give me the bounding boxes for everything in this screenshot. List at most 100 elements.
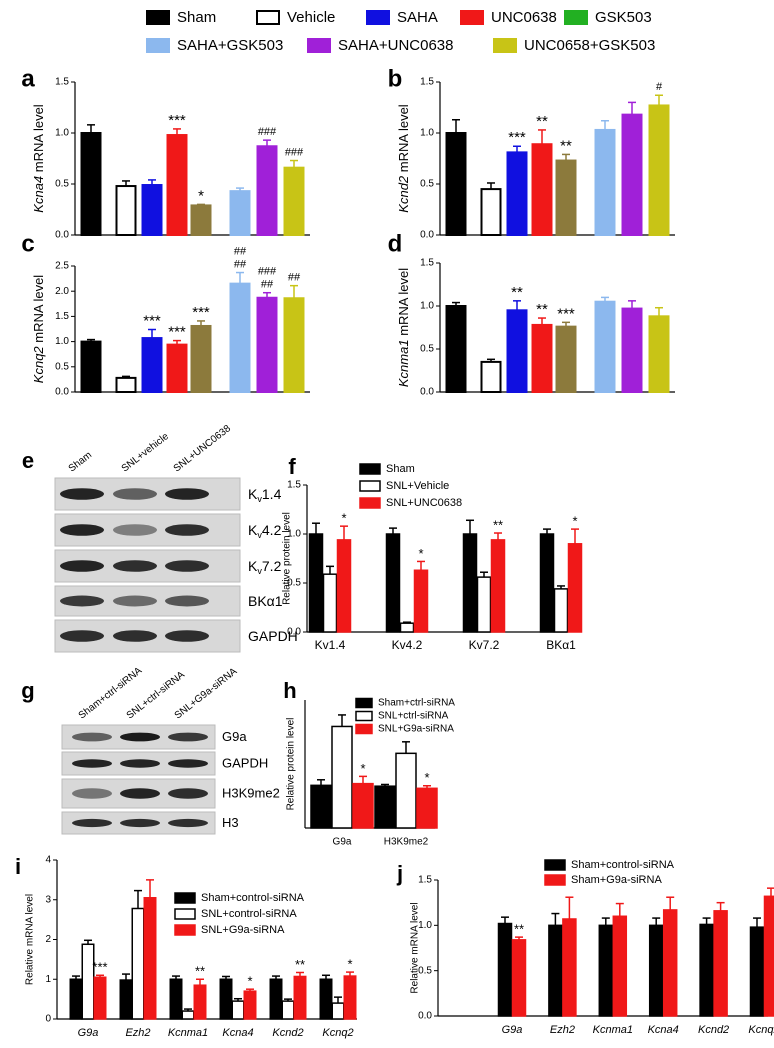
band-label: H3K9me2 <box>222 786 280 801</box>
bar <box>193 984 207 1020</box>
x-tick-label: Kv4.2 <box>392 638 423 652</box>
legend-label: GSK503 <box>595 9 652 26</box>
y-tick-label: 1.0 <box>420 128 434 139</box>
bar <box>480 188 502 237</box>
significance-label: * <box>424 770 429 785</box>
y-axis-label-rest: mRNA level <box>396 104 411 176</box>
panel-letter: g <box>21 678 34 703</box>
bar <box>169 978 183 1020</box>
bar <box>219 978 233 1020</box>
y-tick-label: 0.0 <box>420 387 434 398</box>
y-axis-label-gene: Kcnd2 <box>396 175 411 213</box>
bar <box>322 573 338 633</box>
x-tick-label: G9a <box>333 837 352 848</box>
blot-band <box>120 732 160 742</box>
legend-label: Vehicle <box>287 9 335 26</box>
x-tick-label: Kcnq2 <box>748 1024 774 1036</box>
band-label: Kv4.2 <box>248 522 282 541</box>
y-tick-label: 0.5 <box>418 965 432 976</box>
legend-swatch <box>256 10 280 25</box>
bar <box>413 569 429 633</box>
bar <box>231 1000 245 1020</box>
y-axis-label-rest: mRNA level <box>396 268 411 340</box>
y-tick-label: 4 <box>45 855 51 866</box>
y-axis-label: Kcnd2 mRNA level <box>396 104 411 213</box>
bar <box>385 533 401 633</box>
band-label: BKα1 <box>248 593 283 609</box>
x-tick-label: Kcna4 <box>648 1024 679 1036</box>
blot-band <box>168 818 208 828</box>
bar <box>539 533 555 633</box>
bar <box>283 297 305 394</box>
bar <box>256 145 278 236</box>
legend-label: Sham+G9a-siRNA <box>571 874 662 886</box>
legend-swatch <box>544 874 566 886</box>
y-axis-label: Relative protein level <box>282 512 293 605</box>
y-tick-label: 0.5 <box>55 361 69 372</box>
bar <box>763 895 774 1017</box>
bar <box>476 576 492 633</box>
blot-band <box>168 732 208 742</box>
bar <box>229 190 251 236</box>
bar <box>181 1010 195 1020</box>
significance-label: * <box>347 957 352 972</box>
panel-letter: b <box>388 65 403 92</box>
blot-band <box>165 524 209 536</box>
significance-label: *** <box>168 112 186 129</box>
bar <box>115 376 137 394</box>
y-tick-label: 1.5 <box>287 480 301 491</box>
bar <box>293 975 307 1020</box>
blot-band <box>165 595 209 607</box>
significance-label: ** <box>195 964 205 979</box>
y-axis-label: Kcnma1 mRNA level <box>396 268 411 387</box>
bar <box>336 539 352 633</box>
blot-band <box>120 788 160 799</box>
blot-band <box>60 595 104 607</box>
blot-band <box>165 560 209 572</box>
band-label-part: v <box>257 530 262 540</box>
significance-label: * <box>418 546 423 561</box>
significance-label: ** <box>295 957 305 972</box>
y-axis-label: Relative mRNA level <box>25 894 36 985</box>
bar <box>143 897 157 1020</box>
x-tick-label: Kv7.2 <box>469 638 500 652</box>
bar <box>416 787 438 829</box>
lane-label: SNL+vehicle <box>120 431 172 475</box>
bar <box>555 325 577 394</box>
legend-swatch <box>355 710 373 722</box>
bar <box>713 910 728 1017</box>
bar <box>621 307 643 393</box>
band-label-part: BKα1 <box>248 593 283 609</box>
significance-label: * <box>341 511 346 526</box>
y-axis-label-gene: Kcna4 <box>31 176 46 213</box>
x-tick-label: Kcnma1 <box>593 1024 633 1036</box>
bar <box>598 924 614 1017</box>
blot-band <box>168 759 208 768</box>
significance-label: ** <box>514 922 524 937</box>
y-tick-label: 0.5 <box>420 344 434 355</box>
bar <box>352 782 374 829</box>
bar <box>567 543 583 633</box>
blot-band <box>72 732 112 742</box>
legend-label: SAHA <box>397 9 438 26</box>
bar <box>80 132 102 236</box>
legend-label: SNL+control-siRNA <box>201 908 297 920</box>
band-label: Kv7.2 <box>248 558 282 577</box>
bar <box>190 324 212 394</box>
y-tick-label: 0.0 <box>55 230 69 241</box>
significance-label: *** <box>557 305 575 322</box>
legend-swatch <box>174 924 196 936</box>
significance-label: * <box>572 514 577 529</box>
bar <box>399 622 415 633</box>
bar <box>115 185 137 236</box>
blot-band <box>113 488 157 500</box>
bar <box>506 309 528 393</box>
y-axis-label-gene: Kcnq2 <box>31 346 46 384</box>
bar <box>511 939 527 1017</box>
blot-band <box>168 788 208 799</box>
bar <box>594 128 616 236</box>
band-label-part: GAPDH <box>248 628 298 644</box>
bar <box>462 533 478 633</box>
bar <box>269 978 283 1020</box>
